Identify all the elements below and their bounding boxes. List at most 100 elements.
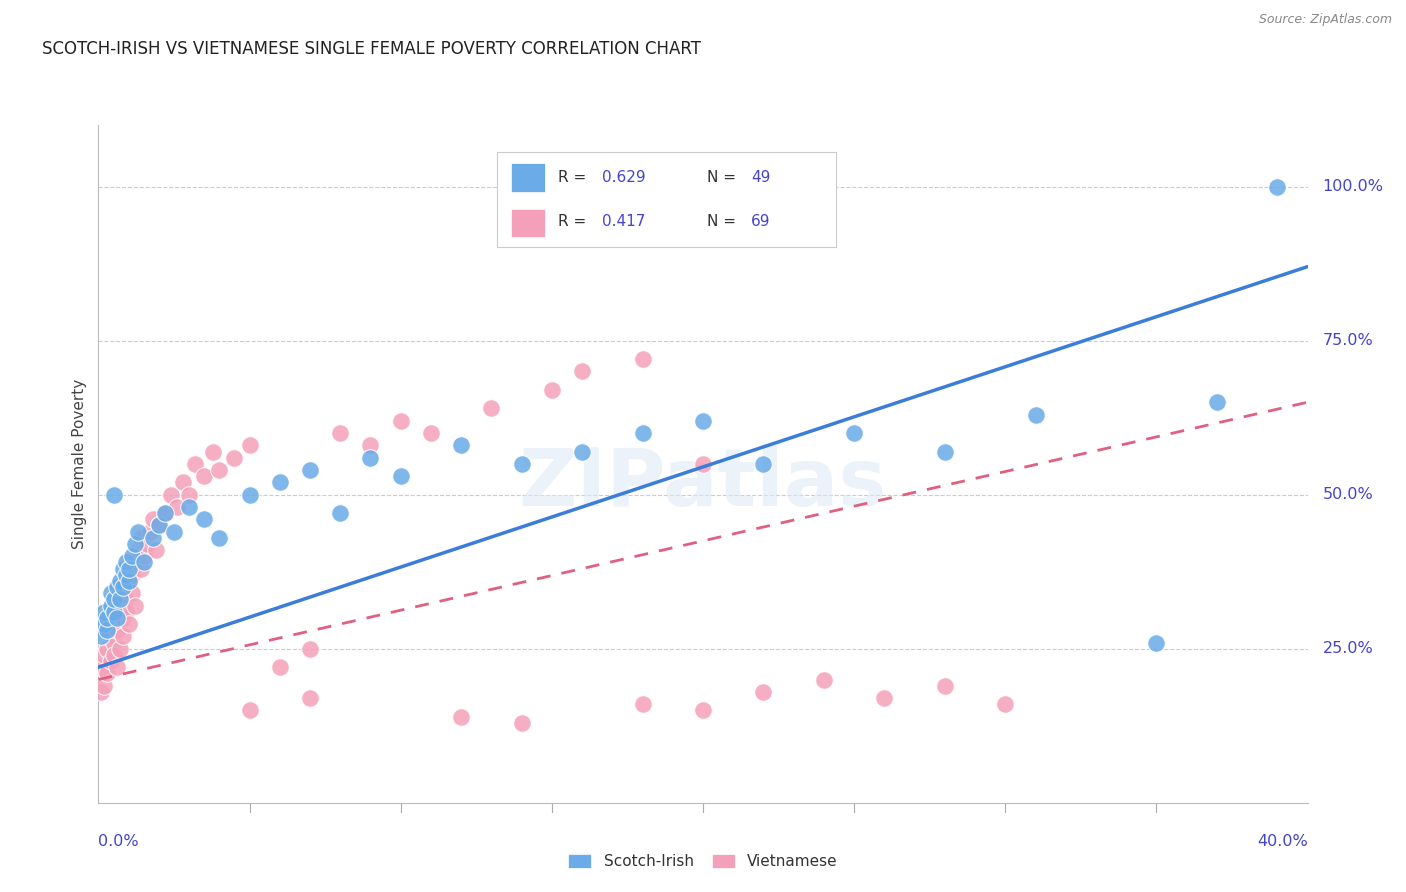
Point bbox=[111, 580, 134, 594]
Point bbox=[239, 488, 262, 502]
Point bbox=[129, 531, 152, 545]
Point bbox=[631, 352, 654, 367]
Point bbox=[994, 697, 1017, 711]
Point bbox=[96, 624, 118, 638]
Point bbox=[124, 556, 146, 570]
Point bbox=[239, 703, 262, 717]
Point bbox=[127, 524, 149, 539]
Point bbox=[631, 697, 654, 711]
Point bbox=[177, 488, 201, 502]
Point bbox=[1024, 408, 1046, 422]
Point bbox=[111, 561, 134, 575]
Point bbox=[752, 685, 775, 699]
Point bbox=[105, 611, 128, 625]
Point bbox=[121, 549, 143, 564]
Point bbox=[153, 506, 176, 520]
Point bbox=[752, 457, 775, 471]
Point bbox=[103, 648, 125, 662]
Point bbox=[208, 531, 231, 545]
Point bbox=[163, 524, 186, 539]
Point bbox=[118, 561, 141, 575]
Point bbox=[100, 599, 122, 613]
Point bbox=[481, 401, 503, 416]
Point bbox=[160, 488, 183, 502]
Point bbox=[1206, 395, 1229, 409]
Point bbox=[510, 715, 533, 730]
Point bbox=[269, 475, 291, 490]
Point bbox=[142, 531, 165, 545]
Point bbox=[121, 567, 143, 582]
Text: 0.0%: 0.0% bbox=[98, 834, 139, 848]
Point bbox=[934, 444, 956, 458]
Point bbox=[127, 543, 149, 558]
Point bbox=[299, 463, 322, 477]
Point bbox=[389, 414, 412, 428]
Point bbox=[540, 383, 562, 397]
Point bbox=[873, 691, 896, 706]
Legend: Scotch-Irish, Vietnamese: Scotch-Irish, Vietnamese bbox=[562, 848, 844, 875]
Point bbox=[93, 605, 115, 619]
Point bbox=[111, 580, 134, 594]
Point bbox=[96, 666, 118, 681]
Point bbox=[389, 469, 412, 483]
Point bbox=[105, 660, 128, 674]
Point bbox=[105, 624, 128, 638]
Y-axis label: Single Female Poverty: Single Female Poverty bbox=[72, 379, 87, 549]
Point bbox=[450, 438, 472, 452]
Point bbox=[100, 654, 122, 668]
Point bbox=[103, 611, 125, 625]
Point bbox=[103, 488, 125, 502]
Point bbox=[172, 475, 194, 490]
Point bbox=[100, 586, 122, 600]
Point bbox=[129, 561, 152, 575]
Point bbox=[419, 425, 441, 440]
Point bbox=[103, 635, 125, 649]
Text: 25.0%: 25.0% bbox=[1323, 641, 1374, 657]
Text: Source: ZipAtlas.com: Source: ZipAtlas.com bbox=[1258, 13, 1392, 27]
Point bbox=[118, 574, 141, 588]
Point bbox=[111, 611, 134, 625]
Point bbox=[208, 463, 231, 477]
Point bbox=[148, 518, 170, 533]
Point bbox=[224, 450, 246, 465]
Point bbox=[90, 685, 112, 699]
Point bbox=[844, 425, 866, 440]
Point bbox=[1144, 635, 1167, 649]
Point bbox=[142, 512, 165, 526]
Point bbox=[114, 556, 136, 570]
Point bbox=[145, 543, 167, 558]
Point bbox=[135, 537, 157, 551]
Point bbox=[166, 500, 188, 514]
Point bbox=[692, 457, 714, 471]
Point bbox=[202, 444, 225, 458]
Point bbox=[121, 586, 143, 600]
Point bbox=[184, 457, 207, 471]
Point bbox=[450, 709, 472, 723]
Point bbox=[1265, 179, 1288, 194]
Point bbox=[93, 617, 115, 632]
Point bbox=[100, 629, 122, 643]
Text: ZIPatlas: ZIPatlas bbox=[519, 445, 887, 524]
Point bbox=[269, 660, 291, 674]
Text: 100.0%: 100.0% bbox=[1323, 179, 1384, 194]
Point bbox=[360, 450, 382, 465]
Point bbox=[571, 444, 593, 458]
Point bbox=[124, 537, 146, 551]
Point bbox=[108, 574, 131, 588]
Point bbox=[105, 580, 128, 594]
Point bbox=[631, 425, 654, 440]
Point bbox=[329, 425, 352, 440]
Point bbox=[90, 660, 112, 674]
Text: 75.0%: 75.0% bbox=[1323, 333, 1374, 348]
Text: SCOTCH-IRISH VS VIETNAMESE SINGLE FEMALE POVERTY CORRELATION CHART: SCOTCH-IRISH VS VIETNAMESE SINGLE FEMALE… bbox=[42, 40, 702, 58]
Point bbox=[177, 500, 201, 514]
Point bbox=[111, 629, 134, 643]
Point bbox=[360, 438, 382, 452]
Point bbox=[108, 599, 131, 613]
Point bbox=[193, 469, 215, 483]
Point bbox=[692, 414, 714, 428]
Point bbox=[692, 703, 714, 717]
Point bbox=[299, 641, 322, 656]
Point bbox=[103, 592, 125, 607]
Point bbox=[90, 629, 112, 643]
